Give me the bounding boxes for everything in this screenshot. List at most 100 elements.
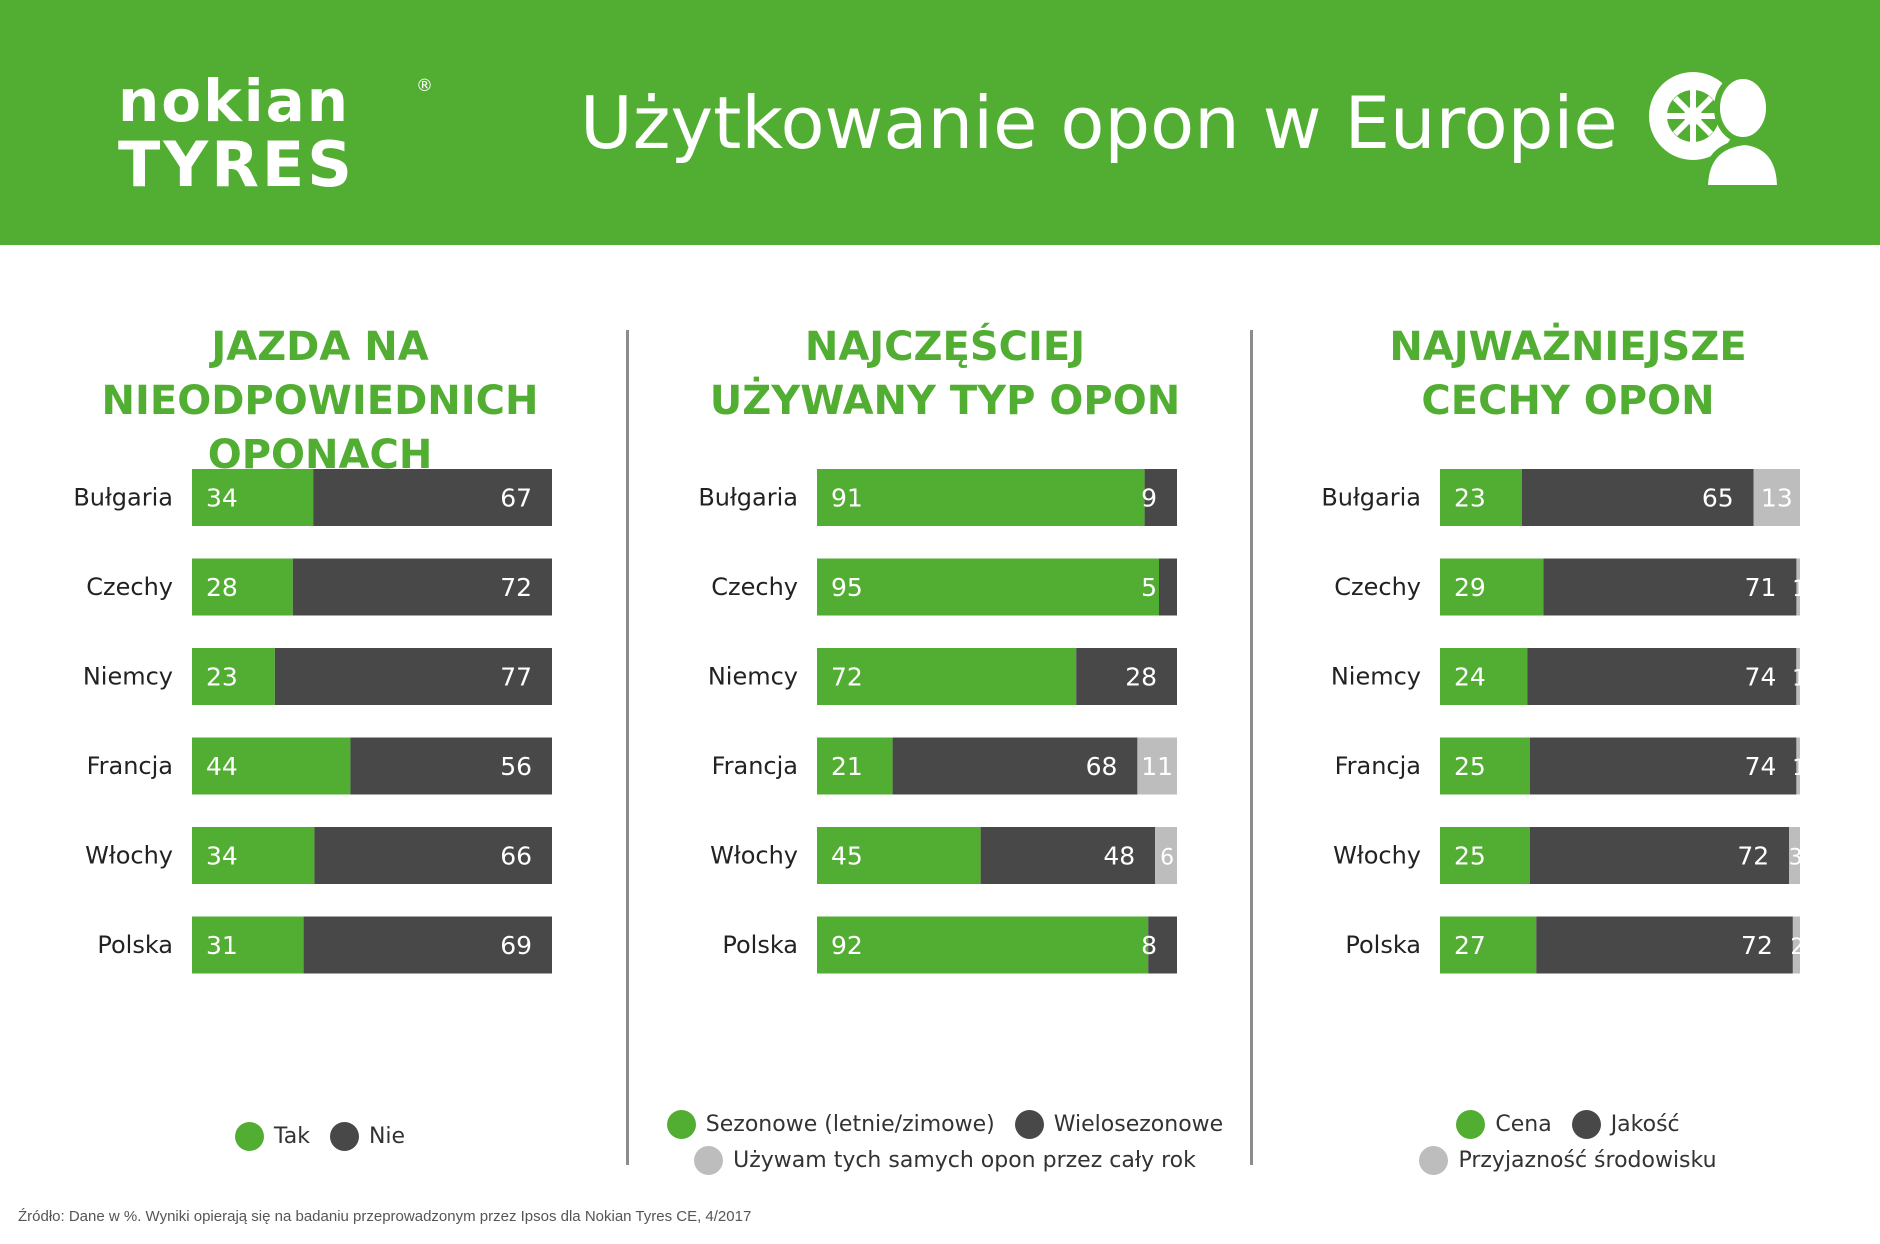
bar-segment: [303, 916, 552, 974]
bar-segment: [1076, 648, 1177, 705]
legend-swatch: [1456, 1109, 1486, 1139]
legend-item: Tak: [234, 1121, 310, 1151]
value-label: 72: [831, 663, 863, 692]
bar-segment: [1753, 469, 1800, 526]
legend-swatch: [329, 1121, 359, 1151]
bar-segment: [1543, 558, 1797, 616]
bar-segment: [292, 558, 552, 616]
value-label: 1: [1792, 756, 1806, 781]
bar-segment: [1440, 827, 1530, 884]
value-label: 48: [1103, 842, 1135, 871]
value-label: 56: [500, 752, 532, 781]
bar-segment: [1155, 827, 1177, 884]
value-label: 72: [1737, 842, 1769, 871]
value-label: 25: [1454, 752, 1486, 781]
legend-label: Cena: [1495, 1111, 1552, 1137]
value-label: 31: [206, 931, 238, 960]
legend-item: Nie: [329, 1121, 405, 1151]
chart-wrong-tyres: Bułgaria 34 67 Czechy 28 72 Niemcy 23 77 Francja 4…: [73, 469, 552, 974]
value-label: 92: [831, 931, 863, 960]
bar-segment: [1440, 737, 1530, 795]
bar-segment: [1440, 558, 1544, 616]
legend-swatch: [1419, 1145, 1449, 1175]
panel-2: NAJCZĘŚCIEJ UŻYWANY TYP OPON Bułgaria 91 9 C…: [635, 300, 1255, 1180]
value-label: 71: [1745, 573, 1777, 602]
divider: [1250, 330, 1253, 1165]
category-label: Włochy: [710, 842, 798, 870]
value-label: 9: [1141, 484, 1157, 513]
category-label: Polska: [1345, 931, 1421, 959]
value-label: 44: [206, 752, 238, 781]
legend-swatch: [1014, 1109, 1044, 1139]
value-label: 72: [500, 573, 532, 602]
value-label: 34: [206, 484, 238, 513]
value-label: 74: [1745, 663, 1777, 692]
chart-tyre-type: Bułgaria 91 9 Czechy 95 5 Niemcy 72 28 Francja 21 6…: [698, 469, 1177, 974]
value-label: 25: [1454, 842, 1486, 871]
legend-item: Przyjazność środowisku: [1419, 1145, 1717, 1175]
panel-title: NAJCZĘŚCIEJ UŻYWANY TYP OPON: [709, 324, 1181, 424]
value-label: 65: [1702, 484, 1734, 513]
bar-segment: [192, 558, 293, 616]
legend-item: Cena: [1456, 1109, 1552, 1139]
value-label: 74: [1745, 752, 1777, 781]
value-label: 13: [1761, 484, 1793, 513]
registered-mark: ®: [416, 76, 433, 96]
legend-item: Używam tych samych opon przez cały rok: [694, 1145, 1196, 1175]
value-label: 69: [500, 931, 532, 960]
value-label: 91: [831, 484, 863, 513]
bar-segment: [1530, 737, 1797, 795]
category-label: Francja: [1335, 752, 1421, 780]
legend: Tak Nie: [10, 1118, 630, 1154]
bar-segment: [1144, 469, 1177, 526]
category-label: Polska: [722, 931, 798, 959]
legend-label: Wielosezonowe: [1053, 1111, 1224, 1137]
bar-segment: [817, 737, 893, 795]
value-label: 68: [1086, 752, 1118, 781]
legend: Cena Jakość Przyjazność środowisku: [1258, 1106, 1878, 1178]
bar-segment: [892, 737, 1138, 795]
bar-segment: [817, 558, 1159, 616]
category-label: Czechy: [1334, 573, 1421, 601]
category-label: Niemcy: [1331, 663, 1421, 691]
bar-segment: [1440, 469, 1522, 526]
legend-swatch: [1571, 1109, 1601, 1139]
value-label: 77: [500, 663, 532, 692]
category-label: Polska: [97, 931, 173, 959]
bar-segment: [192, 648, 275, 705]
legend-label: Przyjazność środowisku: [1458, 1147, 1717, 1173]
bar-segment: [1536, 916, 1793, 974]
logo-line-2: TYRES: [118, 128, 355, 201]
legend-label: Używam tych samych opon przez cały rok: [733, 1147, 1196, 1173]
bar-segment: [1440, 648, 1528, 705]
category-label: Francja: [87, 752, 173, 780]
bar-segment: [817, 916, 1149, 974]
value-label: 5: [1141, 573, 1157, 602]
value-label: 29: [1454, 573, 1486, 602]
category-label: Bułgaria: [1321, 484, 1421, 512]
value-label: 3: [1789, 846, 1803, 871]
legend-label: Tak: [273, 1123, 310, 1149]
bar-segment: [1792, 916, 1800, 974]
bar-segment: [1440, 916, 1537, 974]
bar-segment: [1796, 737, 1800, 795]
panel-title: JAZDA NA NIEODPOWIEDNICH OPONACH: [101, 324, 539, 478]
logo-line-1: nokian: [118, 67, 351, 135]
category-label: Czechy: [86, 573, 173, 601]
value-label: 24: [1454, 663, 1486, 692]
tire-person-icon: [1649, 72, 1780, 188]
bar-segment: [817, 469, 1145, 526]
value-label: 66: [500, 842, 532, 871]
value-label: 6: [1160, 846, 1174, 871]
divider: [626, 330, 629, 1165]
header-banner: nokian TYRES ® Użytkowanie opon w Europi…: [0, 0, 1880, 245]
category-label: Czechy: [711, 573, 798, 601]
value-label: 45: [831, 842, 863, 871]
bar-segment: [1530, 827, 1790, 884]
category-label: Niemcy: [83, 663, 173, 691]
bar-segment: [350, 737, 552, 795]
value-label: 11: [1141, 752, 1173, 781]
bar-segment: [192, 827, 315, 884]
value-label: 34: [206, 842, 238, 871]
